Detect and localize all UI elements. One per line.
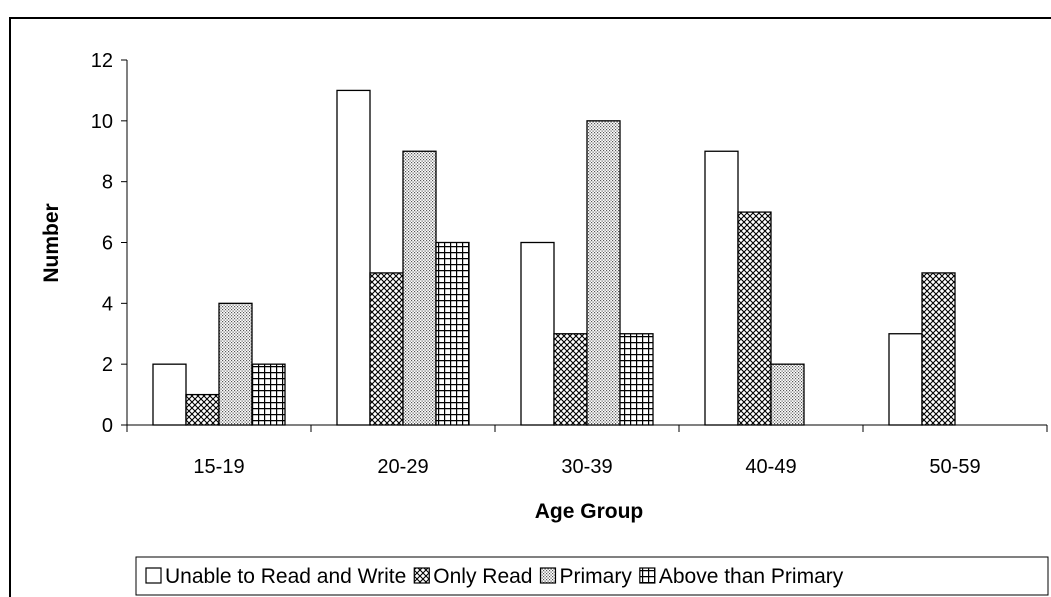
x-tick-label: 40-49 (745, 456, 796, 478)
y-axis-title: Number (40, 203, 63, 282)
bar-above-than-primary (435, 241, 470, 426)
legend-label-above-than-primary: Above than Primary (659, 565, 844, 588)
bar-unable-to-read-and-write (704, 150, 739, 426)
legend-swatch-unable-to-read-and-write (145, 567, 162, 584)
legend-box (135, 556, 1049, 596)
y-tick-label: 4 (102, 293, 113, 315)
bar-unable-to-read-and-write (888, 333, 923, 426)
bar-unable-to-read-and-write (152, 363, 187, 426)
legend-swatch-primary (539, 567, 557, 584)
y-tick-label: 2 (102, 354, 113, 376)
legend-label-primary: Primary (559, 565, 632, 588)
bar-primary (770, 363, 805, 426)
y-tick-label: 10 (91, 111, 113, 133)
y-tick-label: 0 (102, 415, 113, 437)
bar-unable-to-read-and-write (520, 241, 555, 426)
legend-swatch-only-read (413, 567, 430, 584)
legend-label-unable-to-read-and-write: Unable to Read and Write (165, 565, 406, 588)
bar-primary (402, 150, 437, 426)
bar-only-read (921, 272, 956, 426)
y-tick-label: 12 (91, 50, 113, 72)
bar-primary (218, 302, 253, 426)
x-tick-label: 30-39 (561, 456, 612, 478)
y-tick-label: 6 (102, 233, 113, 255)
x-axis-title: Age Group (535, 500, 644, 523)
x-tick-label: 15-19 (193, 456, 244, 478)
bar-above-than-primary (251, 363, 286, 426)
y-tick-label: 8 (102, 172, 113, 194)
x-tick-label: 50-59 (929, 456, 980, 478)
legend-swatch-above-than-primary (639, 567, 656, 584)
bar-only-read (737, 211, 772, 426)
bar-primary (586, 120, 621, 426)
bar-unable-to-read-and-write (336, 89, 371, 426)
bar-only-read (553, 333, 588, 426)
legend-label-only-read: Only Read (433, 565, 532, 588)
bar-only-read (369, 272, 404, 426)
x-tick-label: 20-29 (377, 456, 428, 478)
bar-above-than-primary (619, 333, 654, 426)
bar-only-read (185, 393, 220, 426)
